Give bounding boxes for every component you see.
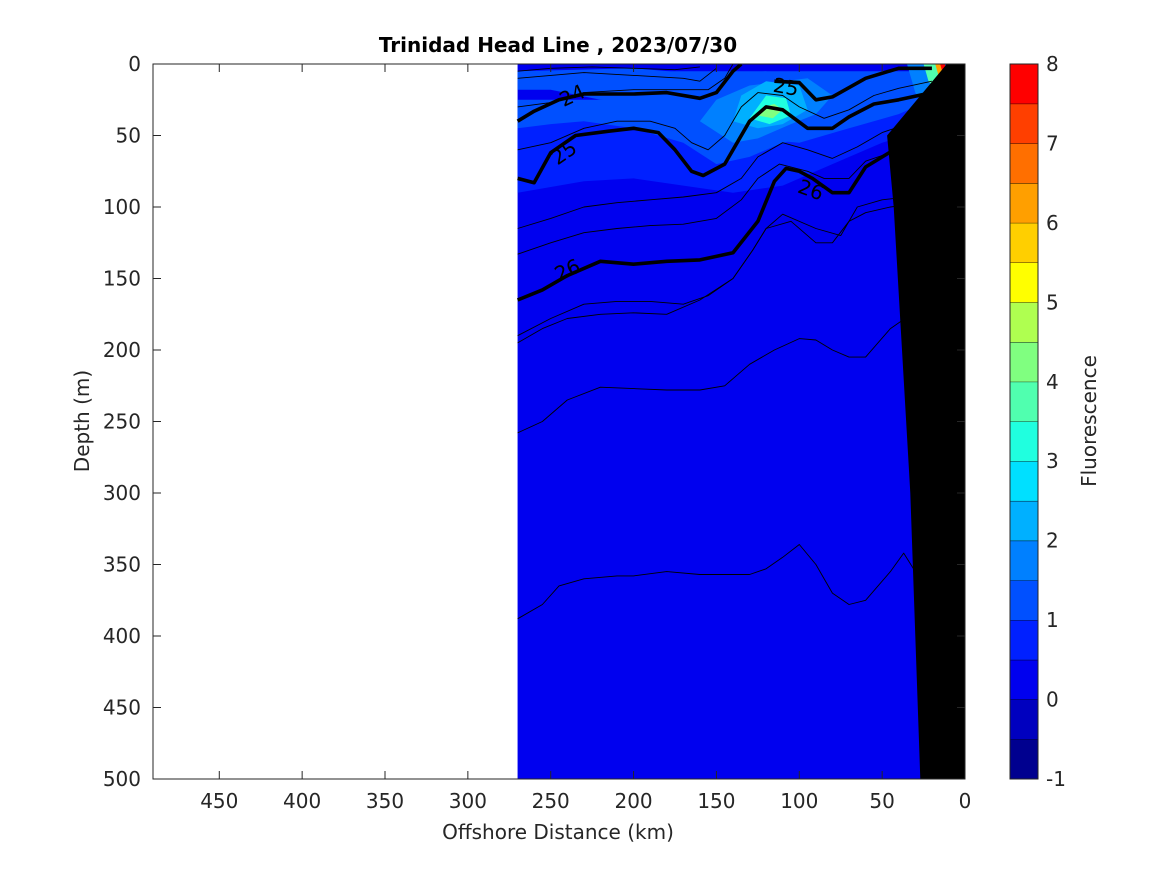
colorbar-tick-label: 6 [1046,211,1059,235]
y-tick-label: 0 [128,52,141,76]
colorbar-tick-label: 1 [1046,608,1059,632]
density-contour [517,142,932,255]
colorbar-tick-label: -1 [1046,767,1066,791]
seafloor-polygon [887,64,965,779]
chart-title: Trinidad Head Line , 2023/07/30 [379,33,737,57]
y-tick-label: 300 [103,481,141,505]
colorbar-label: Fluorescence [1077,355,1101,487]
colorbar-segment [1010,222,1038,263]
colorbar-frame [1009,63,1039,780]
contour-label: 25 [771,73,800,101]
colorbar: -1 0 1 2 3 4 5 6 7 8 [1009,52,1066,791]
y-axis-label: Depth (m) [70,370,94,472]
y-tick-label: 450 [103,696,141,720]
colorbar-segment [1010,461,1038,501]
colorbar-segment [1010,302,1038,343]
density-contour [517,67,717,82]
x-tick-label: 0 [959,789,972,813]
x-tick-label: 300 [449,789,487,813]
bottom-topography [887,64,965,779]
x-tick-label: 100 [780,789,818,813]
colorbar-segment [1010,262,1038,303]
colorbar-segment [1010,64,1038,104]
y-tick-label: 400 [103,624,141,648]
colorbar-segment [1010,620,1038,660]
density-contour [517,113,946,229]
colorbar-tick-label: 7 [1046,131,1059,155]
colorbar-tick-label: 4 [1046,370,1059,394]
density-contour-bold [516,64,743,123]
colorbar-tick-label: 0 [1046,688,1059,712]
colorbar-tick-label: 5 [1046,290,1059,314]
density-contour [517,80,932,151]
density-contour [517,66,700,72]
density-contours [516,64,950,620]
density-contour [517,202,924,344]
colorbar-segment [1010,500,1038,541]
colorbar-segment [1010,183,1038,223]
colorbar-segment [1010,381,1038,422]
colorbar-tick-label: 8 [1046,52,1059,76]
density-contour [517,64,734,108]
y-tick-label: 200 [103,338,141,362]
density-contour-bold [517,90,933,185]
x-axis-label: Offshore Distance (km) [442,820,674,844]
y-tick-label: 250 [103,410,141,434]
colorbar-tick-label: 3 [1046,449,1059,473]
y-tick-label: 500 [103,767,141,791]
density-contour-bold [774,66,932,102]
colorbar-segment [1010,580,1038,621]
y-axis: 0 50 100 150 200 250 300 350 400 450 500 [103,52,965,791]
colorbar-segment [1010,143,1038,184]
density-contour-bold [516,122,950,302]
x-tick-label: 350 [366,789,404,813]
y-tick-label: 100 [103,195,141,219]
x-tick-label: 200 [614,789,652,813]
colorbar-segment [1010,103,1038,144]
y-tick-label: 350 [103,553,141,577]
x-axis: 450 400 350 300 250 200 150 100 50 0 [200,64,971,813]
colorbar-segment [1010,699,1038,740]
y-tick-label: 150 [103,267,141,291]
colorbar-tick-label: 2 [1046,529,1059,553]
density-contour [517,544,928,620]
colorbar-segment [1010,540,1038,581]
x-tick-label: 50 [869,789,894,813]
x-tick-label: 150 [697,789,735,813]
x-tick-label: 400 [283,789,321,813]
colorbar-segment [1010,421,1038,462]
x-tick-label: 450 [200,789,238,813]
colorbar-segment [1010,659,1038,700]
y-tick-label: 50 [116,124,141,148]
x-tick-label: 250 [532,789,570,813]
colorbar-segment [1010,342,1038,382]
colorbar-segment [1010,739,1038,779]
density-contour [517,316,924,434]
